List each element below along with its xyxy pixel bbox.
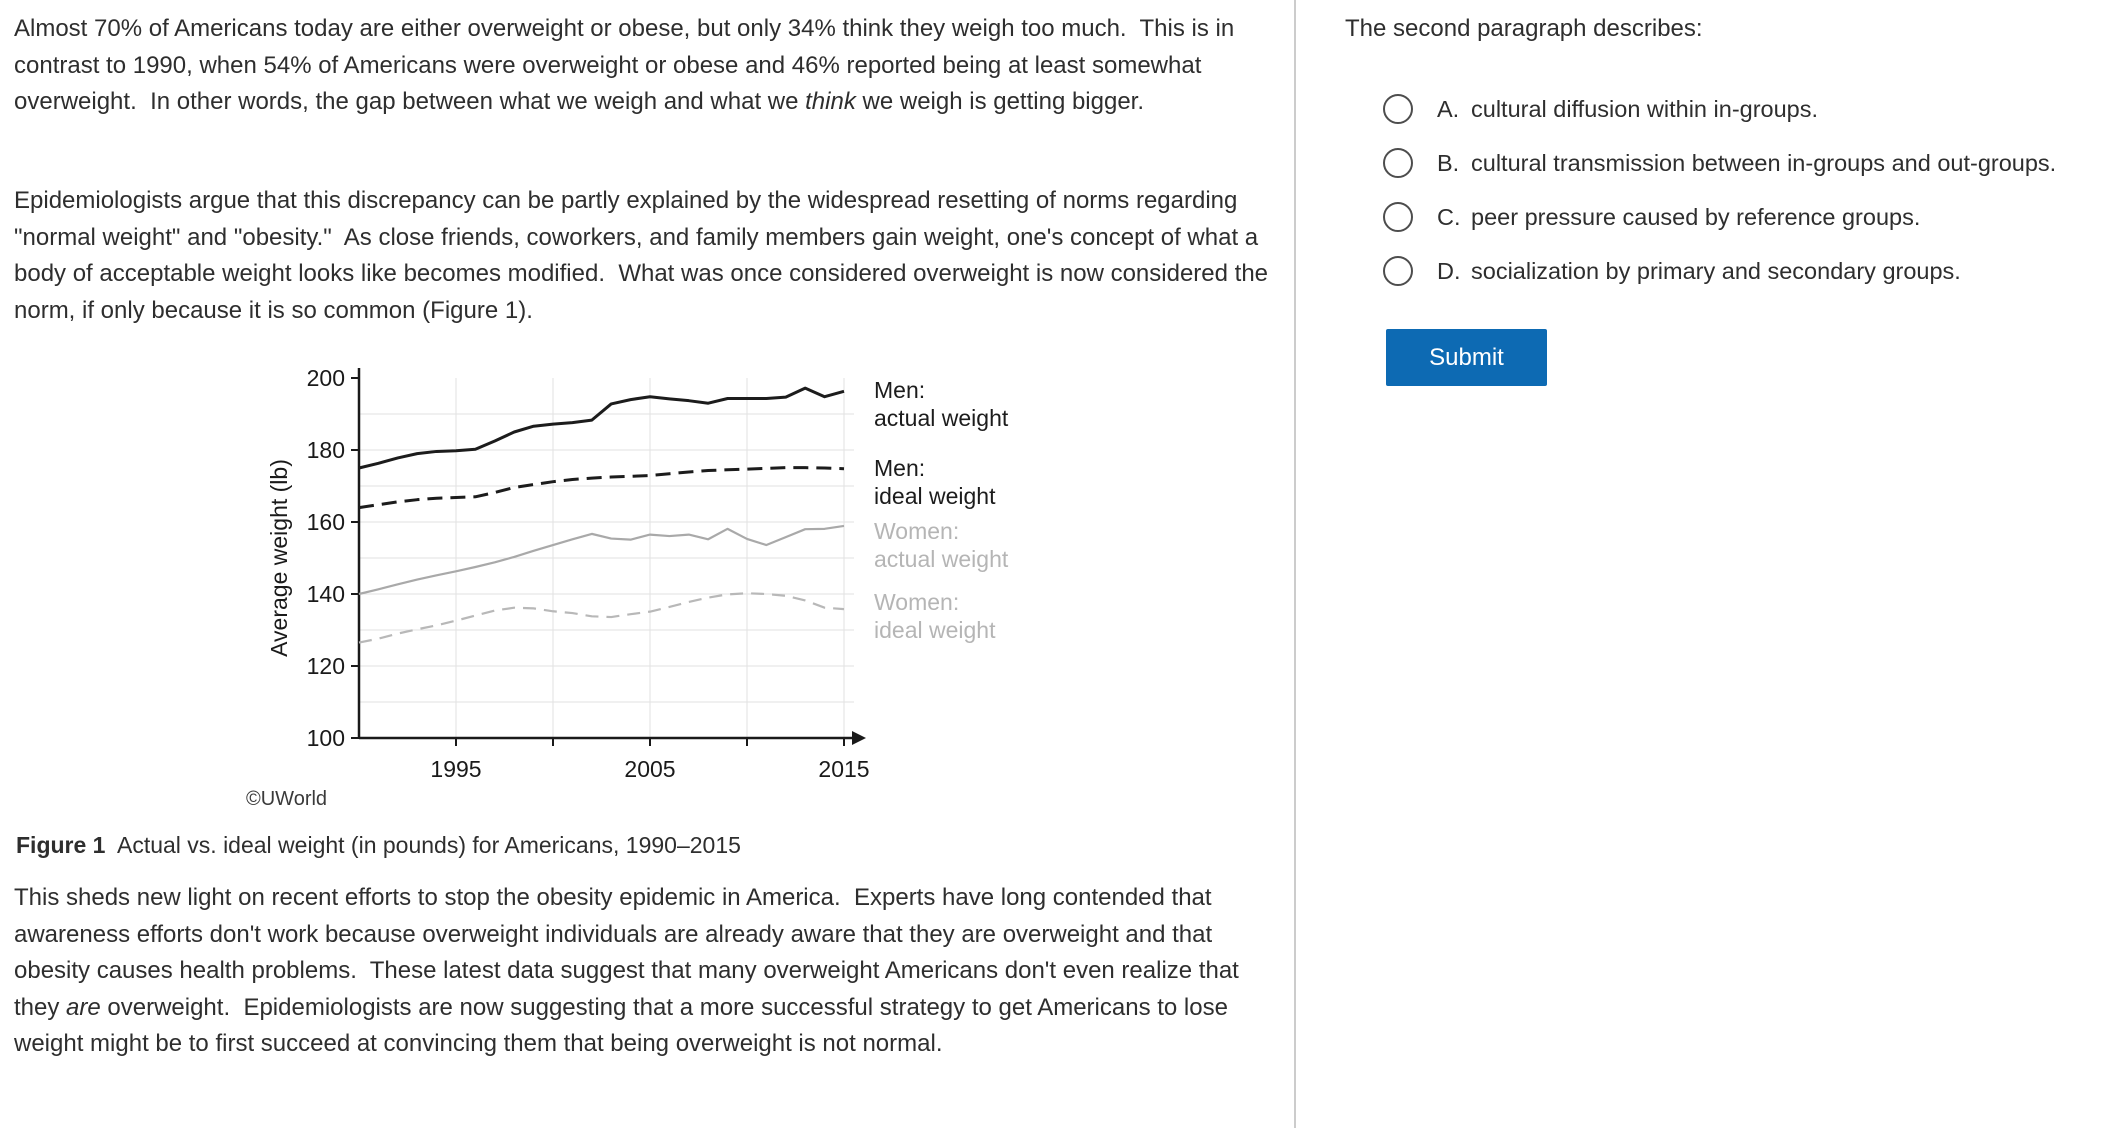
y-tick-label: 140 [307,581,345,607]
panel-divider [1294,0,1296,1128]
answer-option-a[interactable]: A. cultural diffusion within in-groups. [1383,94,2056,124]
passage-paragraph-2: Epidemiologists argue that this discrepa… [14,187,1275,324]
x-tick-label: 1995 [430,756,481,782]
passage-paragraph-3: This sheds new light on recent efforts t… [14,884,1246,1057]
figure-1-chart: 100 120 140 160 180 200 1995 2005 2015 Average we… [254,356,1044,786]
radio-button-d[interactable] [1383,256,1413,286]
option-text: cultural transmission between in-groups … [1471,149,2057,176]
legend-women-ideal: Women: ideal weight [874,589,996,643]
y-tick-label: 180 [307,437,345,463]
legend-men-actual: Men: actual weight [874,377,1009,431]
option-letter: B. [1437,149,1460,176]
chart-series-women-actual [358,524,845,596]
question-prompt: The second paragraph describes: [1345,15,1703,42]
x-tick-label: 2015 [818,756,869,782]
x-tick-label: 2005 [624,756,675,782]
legend-women-actual: Women: actual weight [874,518,1009,572]
radio-button-b[interactable] [1383,148,1413,178]
option-text: cultural diffusion within in-groups. [1471,95,1819,122]
uworld-copyright: ©UWorld [246,788,328,810]
x-axis-arrow [852,731,866,745]
passage-paragraph-1: Almost 70% of Americans today are either… [14,15,1241,115]
weight-line-chart: 100 120 140 160 180 200 1995 2005 2015 Average we… [266,365,1009,782]
radio-button-a[interactable] [1383,94,1413,124]
radio-button-c[interactable] [1383,202,1413,232]
option-text: peer pressure caused by reference groups… [1471,203,1921,230]
y-tick-label: 200 [307,365,345,391]
answer-options: A. cultural diffusion within in-groups. … [1383,94,2056,310]
figure-caption: Figure 1 Actual vs. ideal weight (in pou… [16,832,741,858]
submit-button[interactable]: Submit [1386,329,1547,386]
y-tick-label: 100 [307,725,345,751]
option-letter: C. [1437,203,1461,230]
y-tick-label: 120 [307,653,345,679]
legend-men-ideal: Men: ideal weight [874,455,996,509]
option-letter: D. [1437,257,1461,284]
answer-option-d[interactable]: D. socialization by primary and secondar… [1383,256,2056,286]
option-text: socialization by primary and secondary g… [1471,257,1961,284]
chart-series-women-ideal [358,592,845,644]
option-letter: A. [1437,95,1460,122]
chart-series-men-actual [358,386,845,470]
answer-option-b[interactable]: B. cultural transmission between in-grou… [1383,148,2056,178]
answer-option-c[interactable]: C. peer pressure caused by reference gro… [1383,202,2056,232]
y-tick-label: 160 [307,509,345,535]
chart-series-men-ideal [358,466,845,510]
y-axis-label: Average weight (lb) [266,459,292,657]
